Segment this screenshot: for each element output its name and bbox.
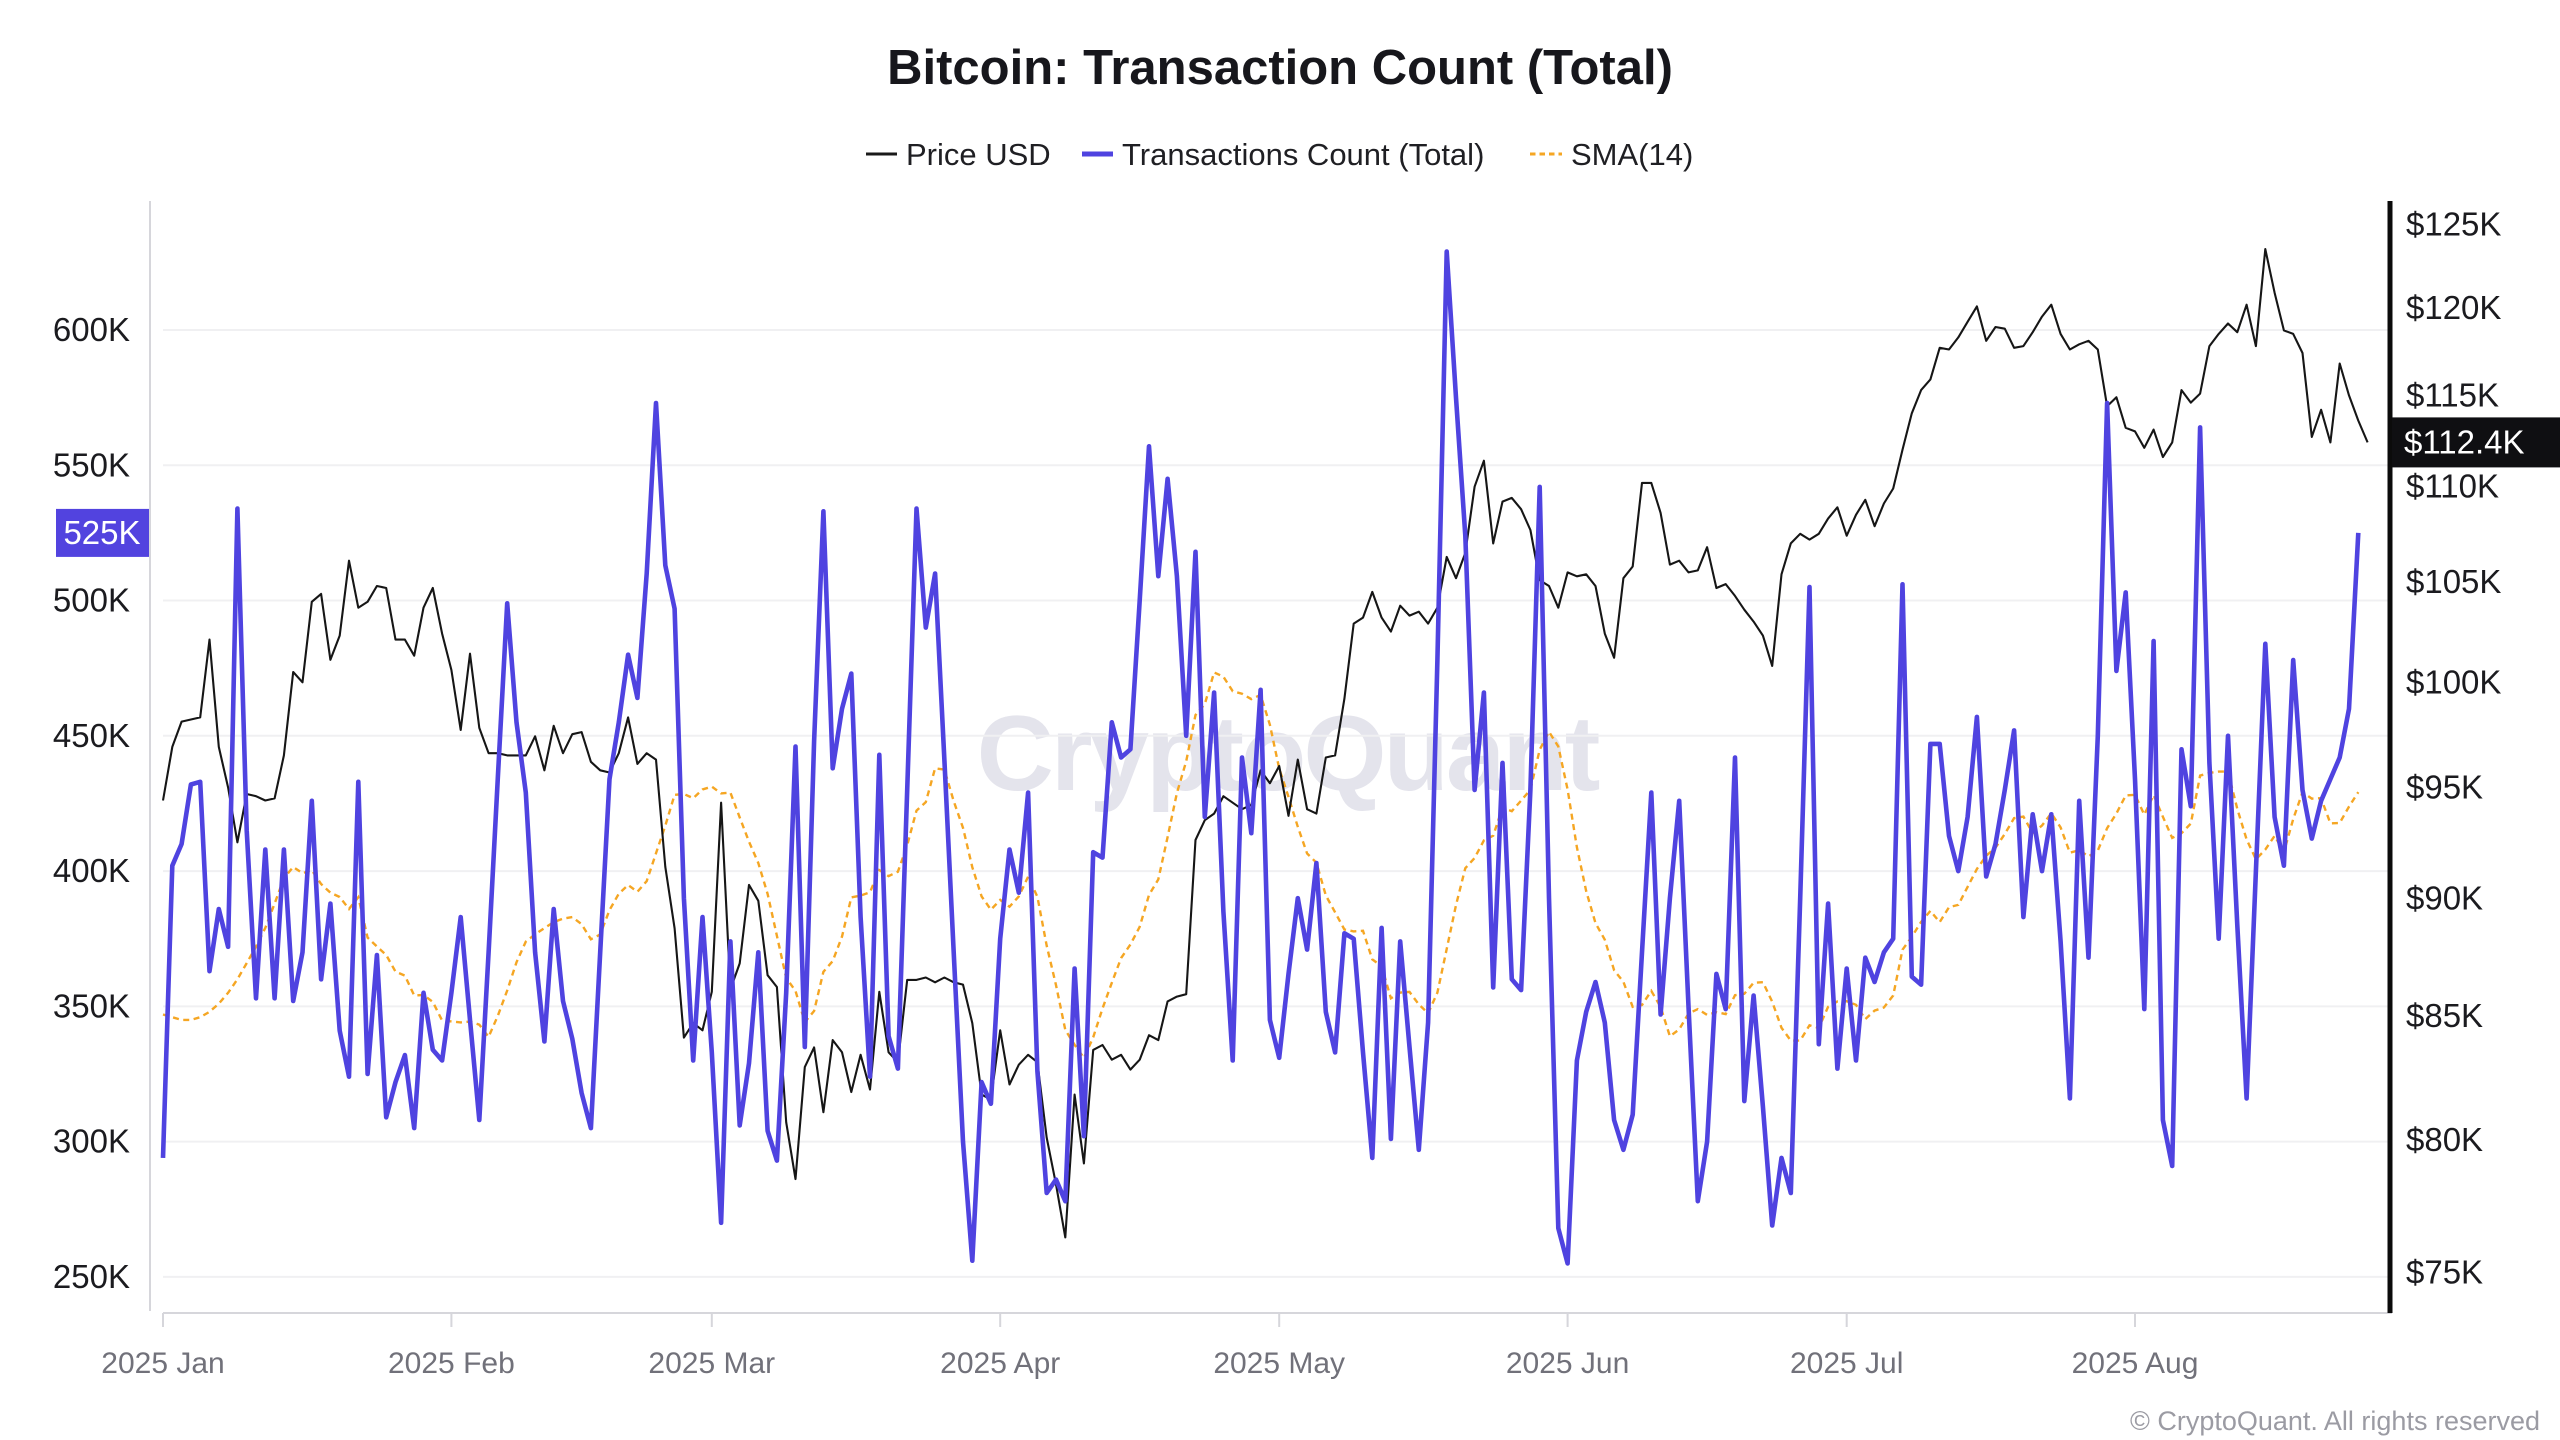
svg-text:525K: 525K bbox=[63, 514, 140, 551]
svg-text:$115K: $115K bbox=[2406, 376, 2499, 413]
svg-text:CryptoQuant: CryptoQuant bbox=[977, 693, 1600, 813]
svg-text:450K: 450K bbox=[53, 717, 130, 754]
svg-text:400K: 400K bbox=[53, 852, 130, 889]
svg-text:2025 Mar: 2025 Mar bbox=[648, 1347, 775, 1380]
svg-text:500K: 500K bbox=[53, 582, 130, 619]
svg-text:2025 Aug: 2025 Aug bbox=[2072, 1347, 2199, 1380]
svg-text:$95K: $95K bbox=[2406, 769, 2483, 806]
svg-text:$105K: $105K bbox=[2406, 563, 2501, 600]
svg-text:$110K: $110K bbox=[2406, 468, 2499, 505]
svg-text:300K: 300K bbox=[53, 1123, 130, 1160]
svg-text:SMA(14): SMA(14) bbox=[1571, 137, 1693, 172]
svg-text:2025 May: 2025 May bbox=[1213, 1347, 1345, 1380]
svg-text:Transactions Count (Total): Transactions Count (Total) bbox=[1122, 137, 1484, 172]
svg-text:$85K: $85K bbox=[2406, 997, 2483, 1034]
svg-text:$90K: $90K bbox=[2406, 880, 2483, 917]
svg-text:Bitcoin: Transaction Count (To: Bitcoin: Transaction Count (Total) bbox=[887, 41, 1673, 95]
svg-text:$75K: $75K bbox=[2406, 1254, 2483, 1291]
svg-text:$80K: $80K bbox=[2406, 1121, 2483, 1158]
svg-text:$125K: $125K bbox=[2406, 205, 2501, 242]
svg-text:2025 Jan: 2025 Jan bbox=[101, 1347, 224, 1380]
svg-text:350K: 350K bbox=[53, 987, 130, 1024]
svg-text:$112.4K: $112.4K bbox=[2404, 423, 2525, 460]
svg-text:2025 Jul: 2025 Jul bbox=[1790, 1347, 1903, 1380]
svg-text:$120K: $120K bbox=[2406, 289, 2501, 326]
svg-text:600K: 600K bbox=[53, 311, 130, 348]
svg-text:$100K: $100K bbox=[2406, 663, 2501, 700]
svg-text:550K: 550K bbox=[53, 446, 130, 483]
svg-text:2025 Jun: 2025 Jun bbox=[1506, 1347, 1629, 1380]
svg-text:© CryptoQuant. All rights rese: © CryptoQuant. All rights reserved bbox=[2130, 1406, 2540, 1436]
svg-text:2025 Apr: 2025 Apr bbox=[940, 1347, 1060, 1380]
svg-text:250K: 250K bbox=[53, 1258, 130, 1295]
svg-text:2025 Feb: 2025 Feb bbox=[388, 1347, 515, 1380]
svg-text:Price USD: Price USD bbox=[906, 137, 1051, 172]
